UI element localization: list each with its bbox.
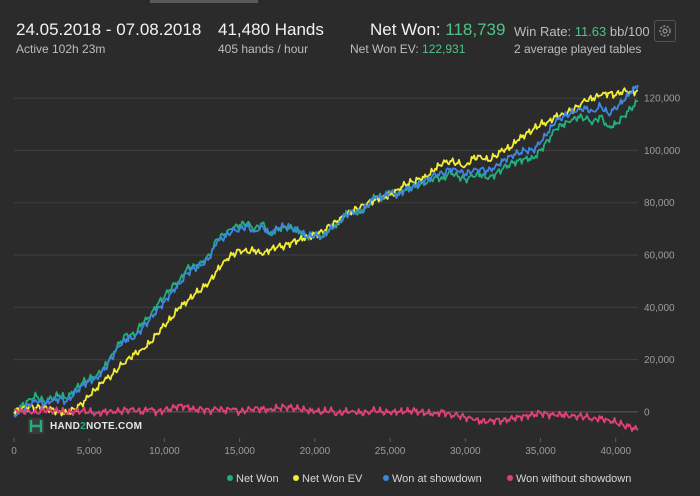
hand2note-logo: HAND2NOTE.COM: [28, 418, 142, 434]
chart-series: [13, 84, 639, 433]
legend-label[interactable]: Won at showdown: [392, 473, 482, 485]
net-won: Net Won: 118,739: [370, 20, 505, 40]
win-rate-value: 11.63: [574, 24, 607, 39]
average-tables: 2 average played tables: [514, 42, 642, 56]
legend-marker: [507, 475, 513, 481]
y-tick-label: 120,000: [644, 94, 681, 105]
x-axis-ticks: 0 5,000 10,000 15,000 20,000 25,000 30,000 35,0…: [11, 446, 631, 457]
gear-icon[interactable]: [654, 20, 676, 42]
y-tick-label: 60,000: [644, 251, 675, 262]
legend-marker: [293, 475, 299, 481]
x-tick-label: 40,000: [600, 446, 631, 457]
series-line-won-without-showdown: [13, 403, 639, 433]
y-tick-label: 0: [644, 407, 650, 418]
active-time: Active 102h 23m: [16, 42, 106, 56]
series-line-net-won-ev: [13, 87, 639, 417]
net-won-ev-label: Net Won EV:: [350, 42, 423, 56]
x-tick-label: 5,000: [77, 446, 102, 457]
x-tick-label: 10,000: [149, 446, 180, 457]
win-rate-label: Win Rate:: [514, 24, 575, 39]
x-tick-label: 20,000: [300, 446, 331, 457]
net-won-label: Net Won:: [370, 20, 446, 39]
x-tick-label: 15,000: [224, 446, 255, 457]
series-line-net-won: [13, 99, 639, 413]
legend-label[interactable]: Won without showdown: [516, 473, 631, 485]
hands-count: 41,480 Hands: [218, 20, 324, 39]
y-tick-label: 20,000: [644, 355, 675, 366]
y-tick-label: 40,000: [644, 303, 675, 314]
y-axis-ticks: 0 20,000 40,000 60,000 80,000 100,000 120,000: [644, 94, 681, 419]
net-won-value: 118,739: [445, 20, 506, 39]
x-tick-label: 0: [11, 446, 17, 457]
legend-marker: [227, 475, 233, 481]
top-tab-indicator: [150, 0, 258, 3]
net-won-ev-value: 122,931: [422, 42, 466, 56]
y-tick-label: 100,000: [644, 146, 681, 157]
series-line-won-at-showdown: [13, 84, 639, 418]
legend-marker: [383, 475, 389, 481]
x-tick-label: 25,000: [375, 446, 406, 457]
logo-text: HAND2NOTE.COM: [50, 421, 142, 432]
hands-per-hour: 405 hands / hour: [218, 42, 309, 56]
legend-label[interactable]: Net Won EV: [302, 473, 363, 485]
y-tick-label: 80,000: [644, 198, 675, 209]
net-won-ev: Net Won EV: 122,931: [350, 42, 465, 56]
x-tick-label: 35,000: [525, 446, 556, 457]
legend-label[interactable]: Net Won: [236, 473, 279, 485]
x-tick-label: 30,000: [450, 446, 481, 457]
chart-grid: [13, 97, 638, 442]
date-range: 24.05.2018 - 07.08.2018: [16, 20, 202, 39]
stats-header: 24.05.2018 - 07.08.2018 Active 102h 23m …: [0, 0, 700, 66]
chart-legend: Net Won Net Won EV Won at showdown Won with…: [227, 473, 631, 485]
win-rate-unit: bb/100: [606, 24, 650, 39]
win-rate: Win Rate: 11.63 bb/100: [514, 24, 650, 39]
